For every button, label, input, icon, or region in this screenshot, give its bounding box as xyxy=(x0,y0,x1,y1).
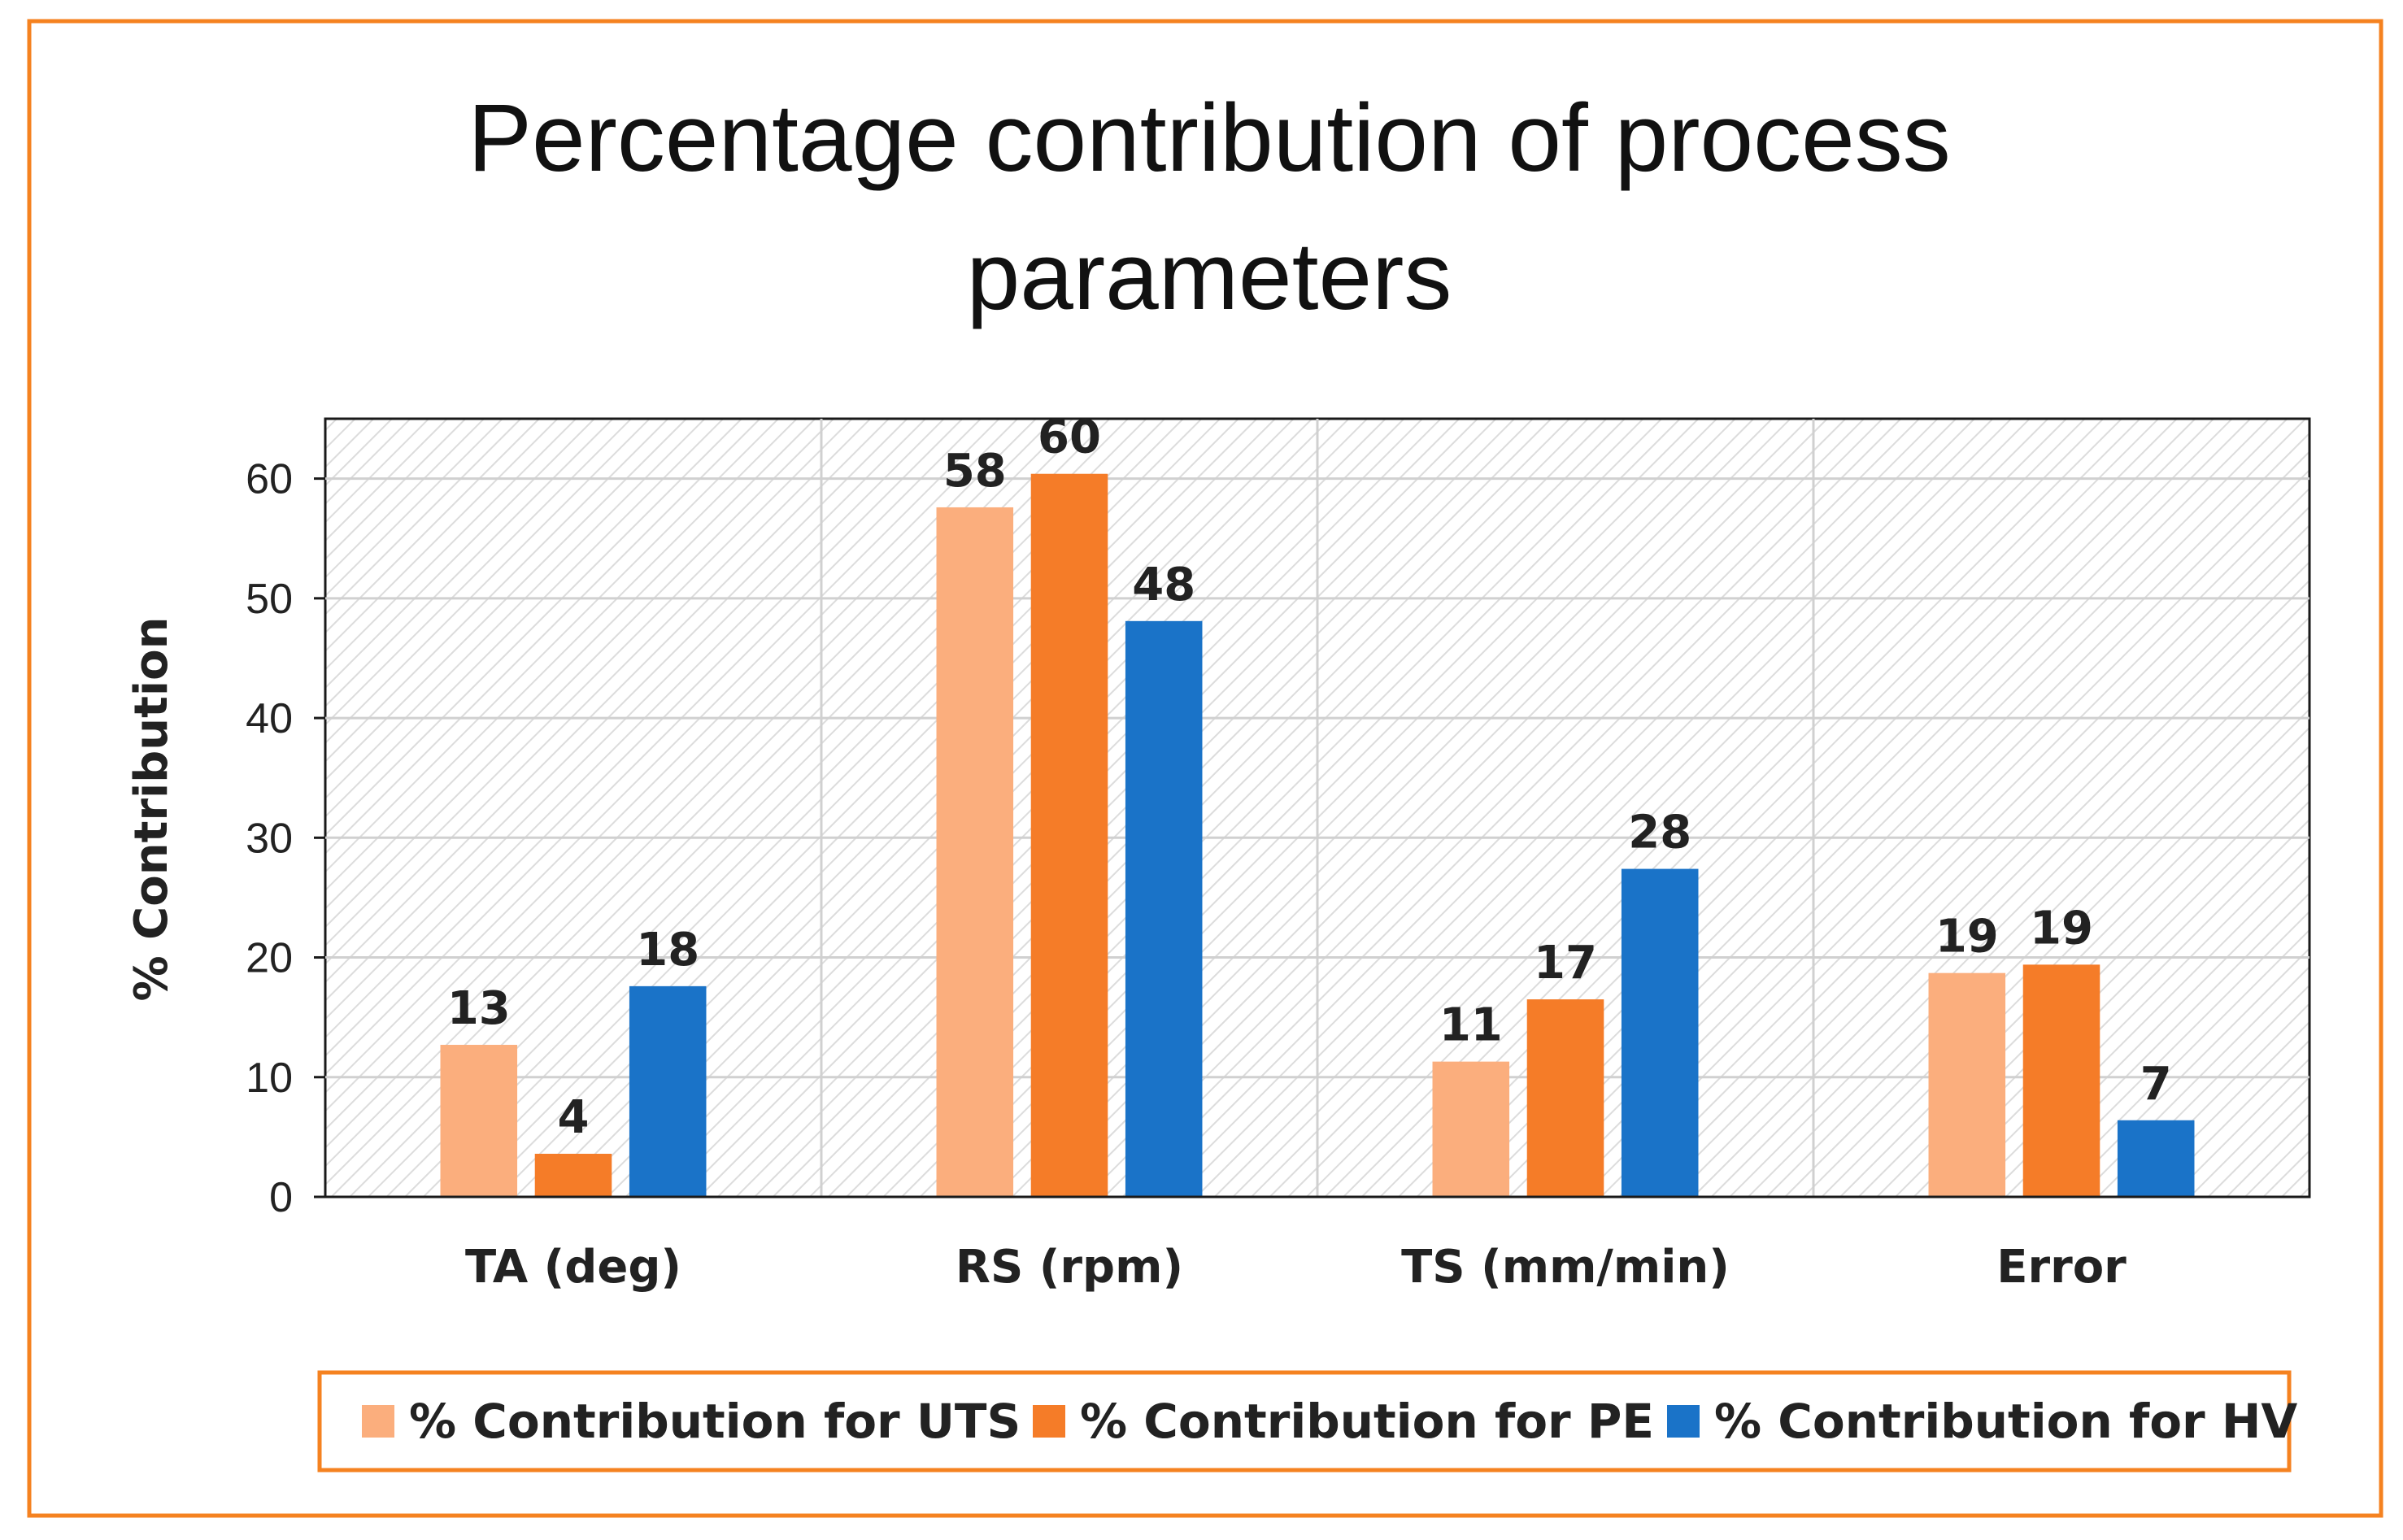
chart-title-line-1: Percentage contribution of process xyxy=(468,85,1951,192)
bar xyxy=(534,1153,612,1197)
data-label: 4 xyxy=(558,1091,590,1144)
data-label: 7 xyxy=(2140,1058,2172,1111)
legend-item: % Contribution for HV xyxy=(1667,1394,2297,1449)
bar xyxy=(2117,1120,2195,1197)
legend-swatch xyxy=(1033,1405,1065,1438)
bar xyxy=(629,985,707,1197)
bar xyxy=(1030,473,1108,1197)
legend-label: % Contribution for PE xyxy=(1080,1394,1654,1449)
x-axis-categories: TA (deg) RS (rpm) TS (mm/min) Error xyxy=(314,1195,2309,1294)
data-label: 13 xyxy=(447,982,511,1035)
legend: % Contribution for UTS % Contribution for… xyxy=(362,1394,2297,1449)
bar xyxy=(2022,964,2100,1197)
y-tick-label: 30 xyxy=(246,815,293,862)
data-label: 11 xyxy=(1439,999,1503,1052)
bar xyxy=(1526,999,1604,1197)
legend-swatch xyxy=(1667,1405,1700,1438)
data-label: 28 xyxy=(1628,807,1691,859)
y-tick-label: 10 xyxy=(246,1055,293,1102)
data-label: 19 xyxy=(1935,911,1999,964)
legend-item: % Contribution for PE xyxy=(1033,1394,1654,1449)
bar xyxy=(936,507,1014,1197)
legend-swatch xyxy=(362,1405,394,1438)
y-tick-label: 60 xyxy=(246,456,293,503)
bars xyxy=(440,473,2195,1197)
data-labels: 13 4 18 58 60 48 11 17 28 19 19 7 xyxy=(447,411,2172,1144)
data-label: 19 xyxy=(2030,902,2093,955)
y-tick-label: 0 xyxy=(269,1174,293,1221)
data-label: 18 xyxy=(636,924,699,977)
x-category-label: Error xyxy=(1996,1241,2127,1294)
bar xyxy=(1621,868,1699,1197)
legend-label: % Contribution for UTS xyxy=(409,1394,1021,1449)
y-tick-label: 40 xyxy=(246,695,293,742)
legend-box xyxy=(317,1370,2292,1473)
data-label: 60 xyxy=(1038,411,1101,464)
y-tick-label: 50 xyxy=(246,576,293,623)
legend-label: % Contribution for HV xyxy=(1714,1394,2297,1449)
x-category-label: RS (rpm) xyxy=(956,1241,1183,1294)
x-category-label: TA (deg) xyxy=(465,1241,681,1294)
y-axis-ticks: 0 10 20 30 40 50 60 xyxy=(246,456,325,1221)
grid xyxy=(325,419,2309,1197)
data-label: 58 xyxy=(943,445,1007,498)
legend-item: % Contribution for UTS xyxy=(362,1394,1021,1449)
bar xyxy=(1125,620,1203,1197)
bar xyxy=(1432,1061,1510,1197)
data-label: 48 xyxy=(1132,559,1195,611)
data-label: 17 xyxy=(1534,937,1597,990)
bar xyxy=(440,1045,518,1197)
chart-title-line-2: parameters xyxy=(967,223,1452,330)
bar xyxy=(1928,972,2006,1197)
y-axis-title: % Contribution xyxy=(125,617,178,1002)
x-category-label: TS (mm/min) xyxy=(1401,1241,1730,1294)
y-tick-label: 20 xyxy=(246,935,293,982)
